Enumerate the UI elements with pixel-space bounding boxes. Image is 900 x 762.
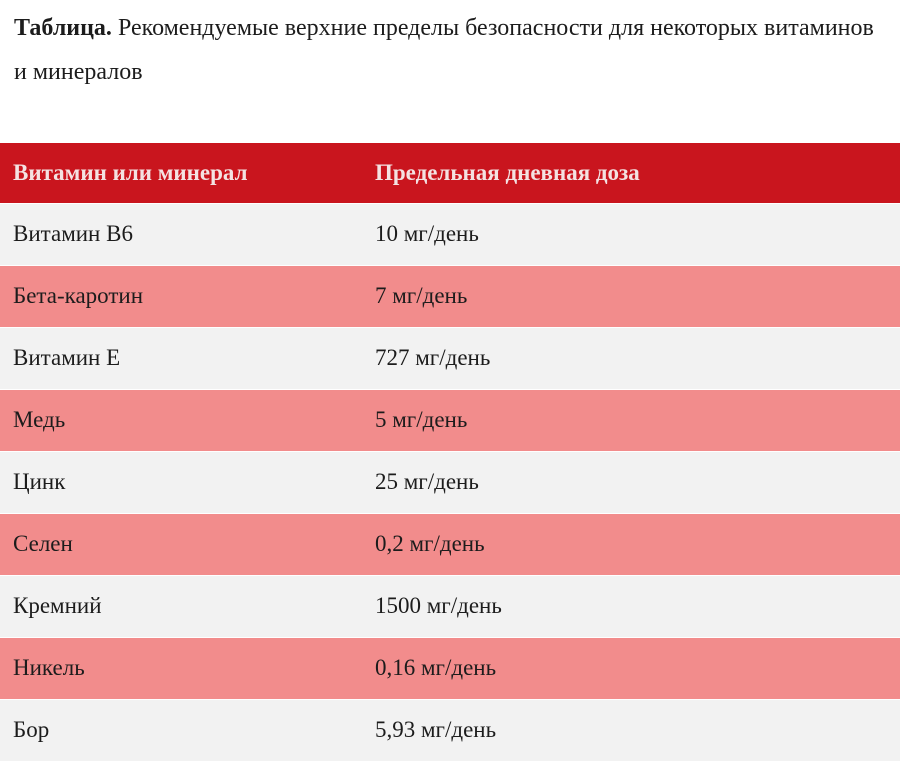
caption-text: Рекомендуемые верхние пределы безопаснос…	[14, 15, 874, 85]
table-row: Медь 5 мг/день	[0, 388, 900, 451]
nutrient-name: Медь	[0, 388, 362, 451]
daily-limit-value: 5 мг/день	[362, 388, 900, 451]
nutrient-name: Никель	[0, 636, 362, 699]
daily-limit-value: 7 мг/день	[362, 264, 900, 327]
table-row: Бета-каротин 7 мг/день	[0, 264, 900, 327]
caption-lead: Таблица.	[14, 15, 112, 41]
table-row: Кремний 1500 мг/день	[0, 574, 900, 637]
nutrient-name: Бета-каротин	[0, 264, 362, 327]
table-row: Витамин Е 727 мг/день	[0, 326, 900, 389]
table-row: Цинк 25 мг/день	[0, 450, 900, 513]
table-header-row: Витамин или минерал Предельная дневная д…	[0, 143, 900, 203]
table-caption: Таблица. Рекомендуемые верхние пределы б…	[14, 6, 890, 94]
daily-limit-value: 25 мг/день	[362, 450, 900, 513]
daily-limit-value: 1500 мг/день	[362, 574, 900, 637]
table-row: Никель 0,16 мг/день	[0, 636, 900, 699]
vitamin-limits-table: Витамин или минерал Предельная дневная д…	[0, 143, 900, 761]
daily-limit-value: 10 мг/день	[362, 202, 900, 265]
daily-limit-value: 5,93 мг/день	[362, 698, 900, 761]
table-row: Витамин В6 10 мг/день	[0, 202, 900, 265]
nutrient-name: Селен	[0, 512, 362, 575]
daily-limit-value: 727 мг/день	[362, 326, 900, 389]
table-row: Бор 5,93 мг/день	[0, 698, 900, 761]
nutrient-name: Витамин В6	[0, 202, 362, 265]
nutrient-name: Витамин Е	[0, 326, 362, 389]
nutrient-name: Цинк	[0, 450, 362, 513]
table-row: Селен 0,2 мг/день	[0, 512, 900, 575]
nutrient-name: Кремний	[0, 574, 362, 637]
daily-limit-value: 0,2 мг/день	[362, 512, 900, 575]
daily-limit-value: 0,16 мг/день	[362, 636, 900, 699]
header-daily-limit: Предельная дневная доза	[375, 159, 640, 185]
header-vitamin-or-mineral: Витамин или минерал	[13, 159, 248, 185]
nutrient-name: Бор	[0, 698, 362, 761]
